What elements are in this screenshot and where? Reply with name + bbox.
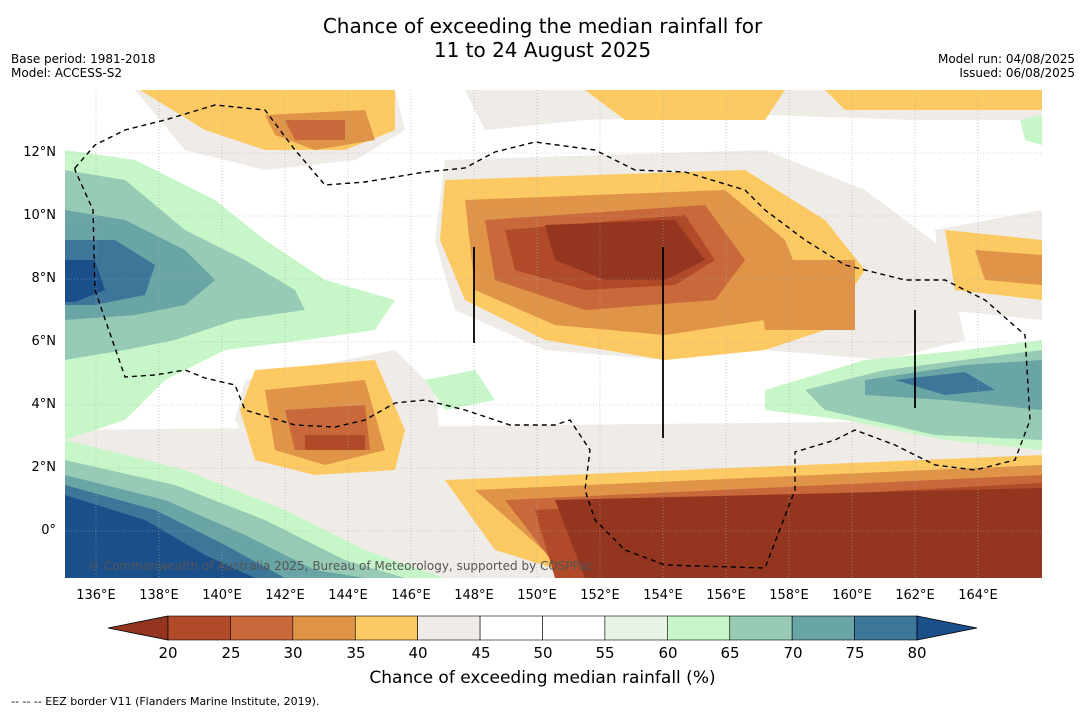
y-tick-label: 0° <box>41 523 56 538</box>
x-tick-label: 160°E <box>832 588 872 603</box>
x-tick-label: 150°E <box>517 588 557 603</box>
map-title: Chance of exceeding the median rainfall … <box>0 14 1085 62</box>
map-title-line-2: 11 to 24 August 2025 <box>433 38 652 62</box>
grid-lines <box>65 90 1042 578</box>
colorbar-tick-label: 25 <box>221 644 241 662</box>
x-tick-label: 146°E <box>391 588 431 603</box>
colorbar-segment <box>854 615 918 641</box>
y-tick-label: 6°N <box>31 334 57 349</box>
eez-border <box>74 104 1031 569</box>
colorbar-segment <box>604 615 668 641</box>
y-tick-label: 4°N <box>31 397 57 412</box>
x-tick-label: 138°E <box>139 588 179 603</box>
colorbar-arrow-high <box>916 615 978 641</box>
colorbar-tick-label: 65 <box>720 644 740 662</box>
colorbar-segment <box>417 615 481 641</box>
colorbar-tick-label: 80 <box>907 644 927 662</box>
colorbar-segment <box>729 615 793 641</box>
x-tick-label: 148°E <box>454 588 494 603</box>
colorbar-tick-label: 60 <box>658 644 678 662</box>
colorbar-tick-label: 45 <box>471 644 491 662</box>
x-tick-label: 142°E <box>265 588 305 603</box>
x-tick-label: 136°E <box>76 588 116 603</box>
colorbar <box>107 615 978 641</box>
x-tick-label: 162°E <box>895 588 935 603</box>
copyright-notice: © Commonwealth of Australia 2025, Bureau… <box>88 559 594 573</box>
colorbar-tick-label: 55 <box>595 644 615 662</box>
x-tick-label: 144°E <box>328 588 368 603</box>
colorbar-segment <box>667 615 731 641</box>
x-tick-label: 164°E <box>958 588 998 603</box>
x-tick-label: 158°E <box>769 588 809 603</box>
band-wet-south <box>65 440 445 578</box>
model-name: Model: ACCESS-S2 <box>11 66 123 80</box>
colorbar-tick-label: 35 <box>346 644 366 662</box>
colorbar-segment <box>354 615 418 641</box>
y-tick-label: 10°N <box>23 208 56 223</box>
colorbar-arrow-low <box>107 615 169 641</box>
x-tick-label: 140°E <box>202 588 242 603</box>
colorbar-tick-label: 70 <box>783 644 803 662</box>
y-tick-label: 2°N <box>31 460 57 475</box>
x-tick-label: 152°E <box>580 588 620 603</box>
colorbar-tick-label: 30 <box>283 644 303 662</box>
boundary-segments <box>473 247 916 438</box>
x-tick-label: 154°E <box>643 588 683 603</box>
band-wet-west <box>65 150 395 440</box>
colorbar-tick-label: 20 <box>158 644 178 662</box>
colorbar-segment <box>542 615 606 641</box>
colorbar-segment <box>167 615 231 641</box>
map-canvas <box>65 90 1042 578</box>
y-tick-label: 8°N <box>31 271 57 286</box>
colorbar-segment <box>230 615 294 641</box>
map-title-line-1: Chance of exceeding the median rainfall … <box>322 14 763 38</box>
meta-right: Model run: 04/08/2025 Issued: 06/08/2025 <box>938 52 1075 80</box>
colorbar-segment <box>791 615 855 641</box>
colorbar-tick-label: 50 <box>533 644 553 662</box>
model-run: Model run: 04/08/2025 <box>937 52 1075 66</box>
colorbar-title: Chance of exceeding median rainfall (%) <box>369 668 716 688</box>
band-wet-east <box>425 115 1042 450</box>
issued-date: Issued: 06/08/2025 <box>959 66 1075 80</box>
base-period: Base period: 1981-2018 <box>11 52 156 66</box>
meta-left: Base period: 1981-2018 Model: ACCESS-S2 <box>11 52 156 80</box>
eez-footnote: -- -- -- EEZ border V11 (Flanders Marine… <box>11 695 320 708</box>
rainfall-map <box>65 90 1042 578</box>
colorbar-tick-label: 40 <box>408 644 428 662</box>
band-dry <box>140 90 1042 578</box>
colorbar-tick-label: 75 <box>845 644 865 662</box>
x-tick-label: 156°E <box>706 588 746 603</box>
colorbar-segment <box>479 615 543 641</box>
colorbar-segment <box>292 615 356 641</box>
y-tick-label: 12°N <box>23 145 56 160</box>
